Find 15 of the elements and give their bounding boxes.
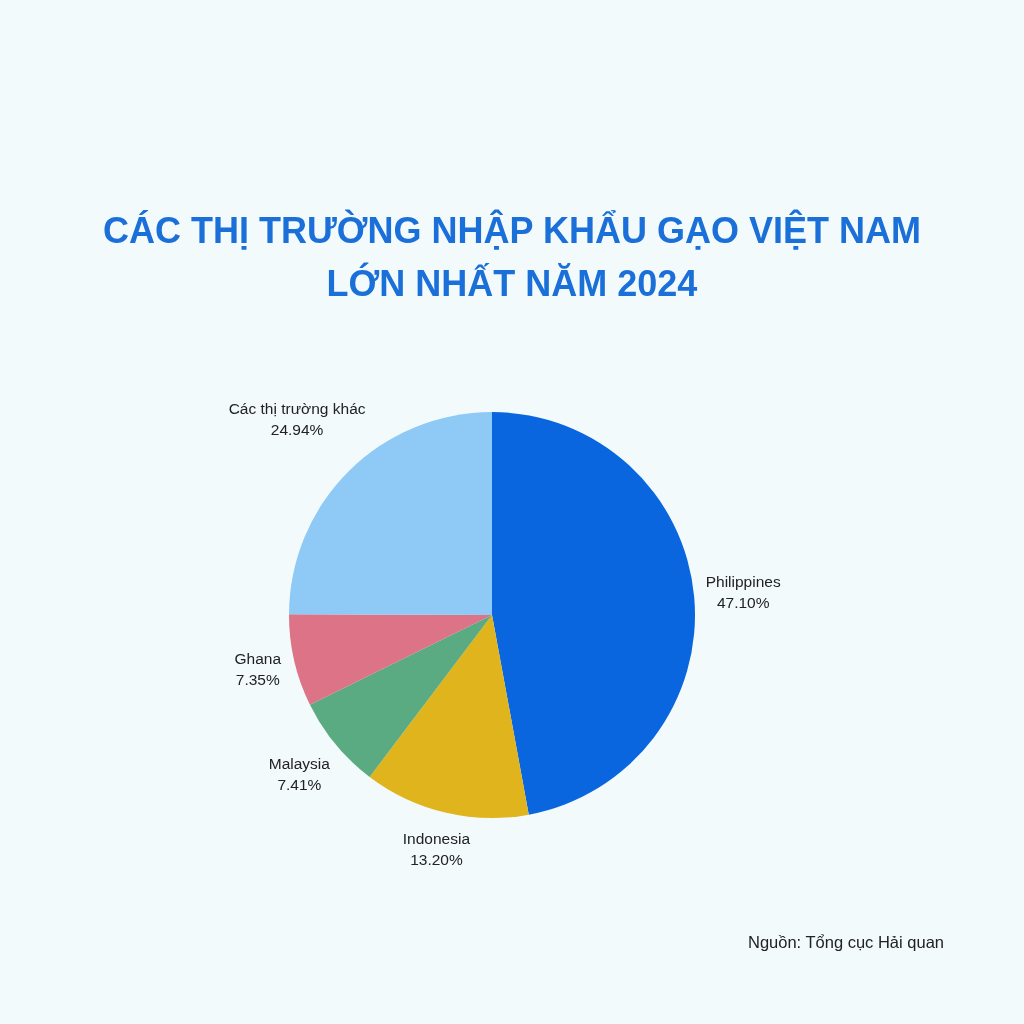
data-label: 13.20% [410,851,463,869]
slice-label: Ghana [234,649,282,667]
slice-label: Malaysia [268,755,331,773]
slice-label: Philippines [705,572,781,590]
chart-title: CÁC THỊ TRƯỜNG NHẬP KHẨU GẠO VIỆT NAM LỚN NHẤT NĂM 2024 [103,209,921,304]
slice-label: Các thị trường khác [228,400,366,418]
data-label: 24.94% [270,421,324,439]
data-label: 7.35% [235,670,280,688]
data-label: 7.41% [277,776,322,794]
pie-slice [289,614,492,705]
text: Nguồn: Tổng cục Hải quan [748,933,944,951]
data-label: 47.10% [716,593,770,611]
pie-slice [369,615,529,818]
slice-label: Indonesia [402,830,471,848]
pie-slice [492,412,695,815]
